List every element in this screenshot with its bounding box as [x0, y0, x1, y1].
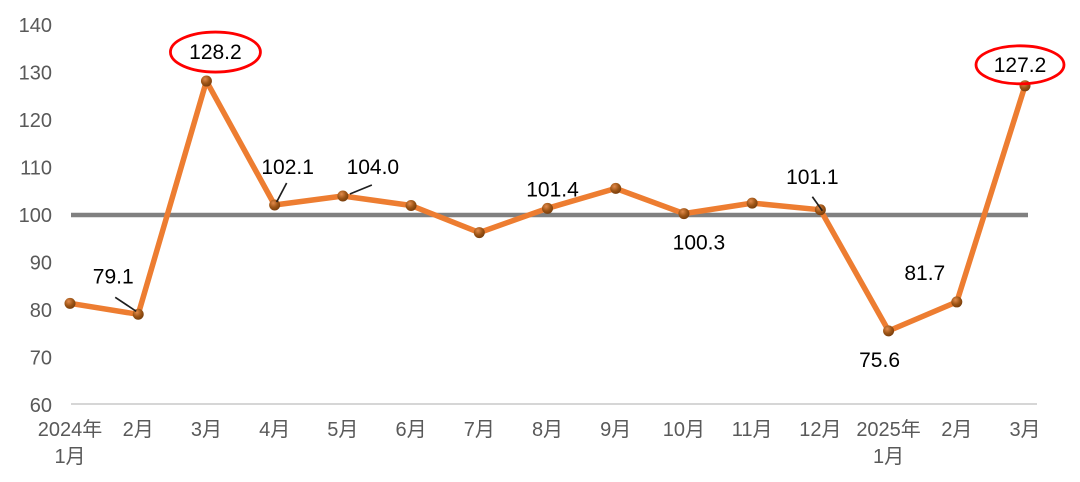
- data-point-marker: [951, 296, 963, 308]
- data-point-marker: [473, 227, 485, 239]
- data-label: 128.2: [189, 41, 242, 64]
- y-axis-tick-label: 70: [30, 348, 52, 370]
- data-label: 75.6: [859, 349, 900, 372]
- label-leader-line: [114, 296, 137, 312]
- data-label: 81.7: [904, 262, 945, 285]
- x-axis-tick-label: 2024年 1月: [38, 418, 103, 468]
- x-axis-tick-label: 2025年 1月: [856, 418, 921, 468]
- x-axis-tick-label: 3月: [1009, 419, 1040, 441]
- data-point-marker: [814, 204, 826, 216]
- data-point-marker: [64, 297, 76, 309]
- x-axis-tick-label: 12月: [799, 419, 841, 441]
- data-point-marker: [337, 190, 349, 202]
- x-axis-tick-label: 3月: [191, 419, 222, 441]
- x-axis-tick-label: 8月: [532, 419, 563, 441]
- data-label: 101.4: [526, 178, 579, 201]
- data-point-marker: [746, 197, 758, 209]
- data-label: 79.1: [93, 265, 134, 288]
- label-leader-line: [349, 184, 373, 195]
- y-axis-tick-label: 80: [30, 300, 52, 322]
- x-axis-tick-label: 2月: [941, 419, 972, 441]
- x-axis-tick-label: 4月: [259, 419, 290, 441]
- data-label: 101.1: [786, 166, 839, 189]
- data-label: 104.0: [347, 156, 400, 179]
- x-axis-tick-label: 6月: [396, 419, 427, 441]
- data-point-marker: [1019, 80, 1031, 92]
- y-axis-tick-label: 130: [19, 63, 52, 85]
- y-axis-tick-label: 90: [30, 253, 52, 275]
- data-label: 102.1: [261, 156, 314, 179]
- x-axis-tick-label: 9月: [600, 419, 631, 441]
- x-axis-tick-label: 5月: [327, 419, 358, 441]
- label-leader-line: [811, 196, 824, 212]
- y-axis-tick-label: 110: [20, 158, 52, 180]
- data-point-marker: [200, 75, 212, 87]
- y-axis-tick-label: 120: [19, 110, 52, 132]
- data-point-marker: [269, 199, 281, 211]
- highlight-ellipse: [169, 30, 262, 74]
- data-point-marker: [610, 182, 622, 194]
- y-axis-tick-label: 60: [30, 395, 52, 417]
- data-label: 100.3: [673, 232, 726, 255]
- data-point-marker: [678, 208, 690, 220]
- x-axis-tick-label: 10月: [663, 419, 705, 441]
- data-point-marker: [405, 200, 417, 211]
- highlight-ellipse: [974, 44, 1066, 86]
- x-axis-tick-label: 11月: [732, 419, 773, 441]
- y-axis-tick-label: 100: [19, 205, 52, 227]
- x-axis-tick-label: 7月: [464, 419, 495, 441]
- data-point-marker: [883, 325, 895, 337]
- data-label: 127.2: [994, 54, 1047, 77]
- y-axis-tick-label: 140: [19, 15, 52, 37]
- x-axis-tick-label: 2月: [123, 419, 154, 441]
- label-leader-line: [275, 182, 288, 203]
- data-point-marker: [542, 202, 553, 214]
